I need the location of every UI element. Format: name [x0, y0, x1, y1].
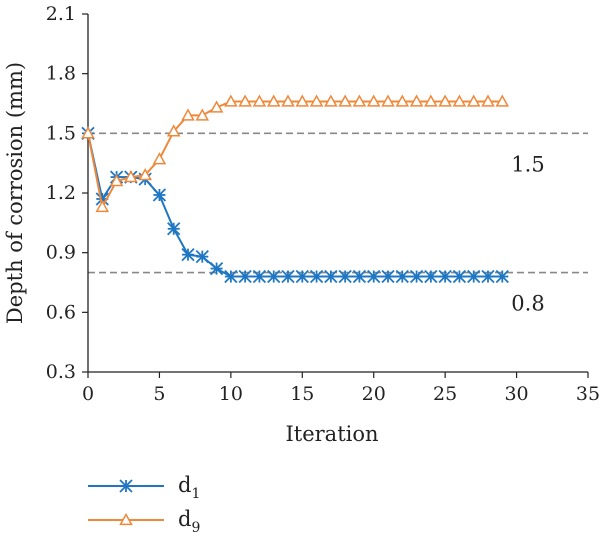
data-point	[195, 108, 210, 121]
data-point	[481, 269, 495, 284]
x-tick-label: 25	[433, 383, 457, 405]
data-point	[281, 269, 295, 284]
data-point	[209, 100, 224, 113]
data-point	[309, 269, 324, 284]
y-tick-label: 1.2	[46, 182, 76, 204]
x-tick-label: 0	[82, 383, 94, 405]
data-point	[452, 269, 467, 284]
data-point	[252, 94, 267, 107]
plot-area: 0.3 0.6 0.9 1.2 1.5 1.8 2.1 0 5 10 15 20 25 30 35 1.5 0.…	[46, 3, 600, 405]
data-point	[295, 94, 310, 107]
reference-line-label: 0.8	[511, 292, 544, 316]
data-point	[395, 94, 410, 107]
data-point	[338, 94, 352, 107]
x-tick-label: 5	[153, 383, 165, 405]
data-point	[181, 108, 195, 121]
data-point	[352, 94, 367, 107]
data-point	[467, 269, 481, 284]
data-point	[338, 269, 352, 284]
x-tick-label: 15	[290, 383, 314, 405]
data-point	[152, 188, 167, 202]
data-point	[395, 269, 409, 284]
x-tick-label: 35	[576, 383, 600, 405]
series-d9	[81, 94, 510, 213]
data-point	[352, 269, 367, 284]
x-tick-label: 10	[219, 383, 243, 405]
y-tick-label: 2.1	[46, 3, 76, 25]
data-point	[381, 269, 395, 284]
data-point	[452, 94, 467, 107]
data-point	[424, 94, 438, 107]
data-point	[409, 94, 424, 107]
data-point	[438, 94, 452, 107]
data-point	[109, 174, 124, 187]
data-point	[495, 94, 510, 107]
x-axis-title: Iteration	[285, 422, 378, 446]
x-tick-label: 30	[504, 383, 528, 405]
data-point	[267, 269, 281, 284]
reference-line-label: 1.5	[511, 152, 544, 176]
data-point	[238, 94, 252, 107]
y-tick-label: 0.9	[46, 242, 76, 264]
series-line	[87, 133, 503, 278]
data-point	[409, 269, 424, 284]
data-point	[466, 94, 481, 107]
data-point	[195, 250, 209, 264]
data-point	[152, 152, 167, 165]
data-point	[366, 94, 381, 107]
data-point	[367, 269, 381, 284]
data-point	[181, 248, 195, 262]
data-point	[81, 126, 95, 139]
y-tick-label: 0.6	[46, 301, 76, 323]
series-d1	[81, 126, 509, 284]
data-point	[424, 269, 438, 284]
y-axis-title: Depth of corrosion (mm)	[3, 62, 27, 324]
data-point	[124, 170, 138, 183]
series-line	[87, 100, 503, 210]
x-tick-label: 20	[362, 383, 386, 405]
data-point	[167, 222, 181, 236]
y-tick-label: 0.3	[46, 361, 76, 383]
data-point	[324, 269, 338, 284]
legend: d1 d9	[88, 473, 200, 536]
y-tick-label: 1.8	[46, 63, 76, 85]
data-point	[481, 94, 495, 107]
legend-marker	[119, 512, 133, 526]
legend-item: d1	[88, 473, 200, 502]
data-point	[495, 269, 509, 284]
data-point	[381, 94, 395, 107]
legend-label-subscript: 1	[191, 486, 200, 502]
legend-label-subscript: 9	[191, 520, 200, 536]
data-point	[324, 94, 338, 107]
data-point	[224, 94, 238, 107]
data-point	[281, 94, 295, 107]
data-point	[238, 269, 252, 284]
data-point	[295, 269, 309, 284]
data-point	[166, 124, 181, 137]
legend-label: d9	[178, 507, 200, 536]
data-point	[266, 94, 281, 107]
legend-item: d9	[88, 507, 200, 536]
data-point	[138, 168, 152, 181]
data-point	[224, 269, 238, 284]
legend-label: d1	[178, 473, 200, 502]
data-point	[252, 269, 267, 284]
data-point	[309, 94, 324, 107]
data-point	[438, 269, 452, 284]
data-point	[209, 261, 224, 276]
data-point	[95, 199, 110, 213]
y-tick-label: 1.5	[46, 122, 76, 144]
legend-marker	[119, 479, 133, 493]
